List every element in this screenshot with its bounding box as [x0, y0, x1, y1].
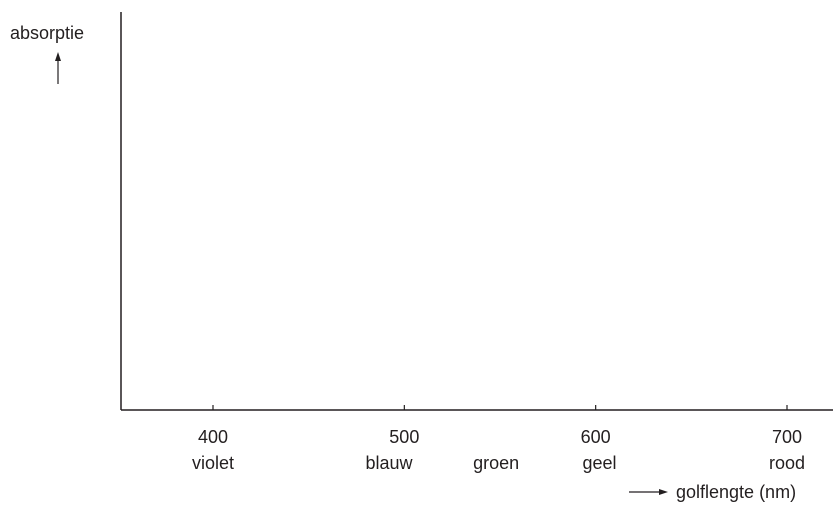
x-tick-group: 400 500 600 700 — [198, 405, 802, 447]
x-axis-arrow-icon — [629, 489, 668, 495]
x-tick-label: 700 — [772, 427, 802, 447]
x-tick-label: 400 — [198, 427, 228, 447]
x-axis-label: golflengte (nm) — [676, 482, 796, 502]
color-band-label-geel: geel — [582, 453, 616, 473]
y-axis-label: absorptie — [10, 23, 84, 43]
x-tick-label: 600 — [581, 427, 611, 447]
y-axis-arrow-icon — [55, 52, 61, 84]
color-band-label-groen: groen — [473, 453, 519, 473]
x-tick-label: 500 — [389, 427, 419, 447]
color-band-label-rood: rood — [769, 453, 805, 473]
color-band-group: violet blauw groen geel rood — [192, 453, 805, 473]
color-band-label-blauw: blauw — [366, 453, 414, 473]
color-band-label-violet: violet — [192, 453, 234, 473]
